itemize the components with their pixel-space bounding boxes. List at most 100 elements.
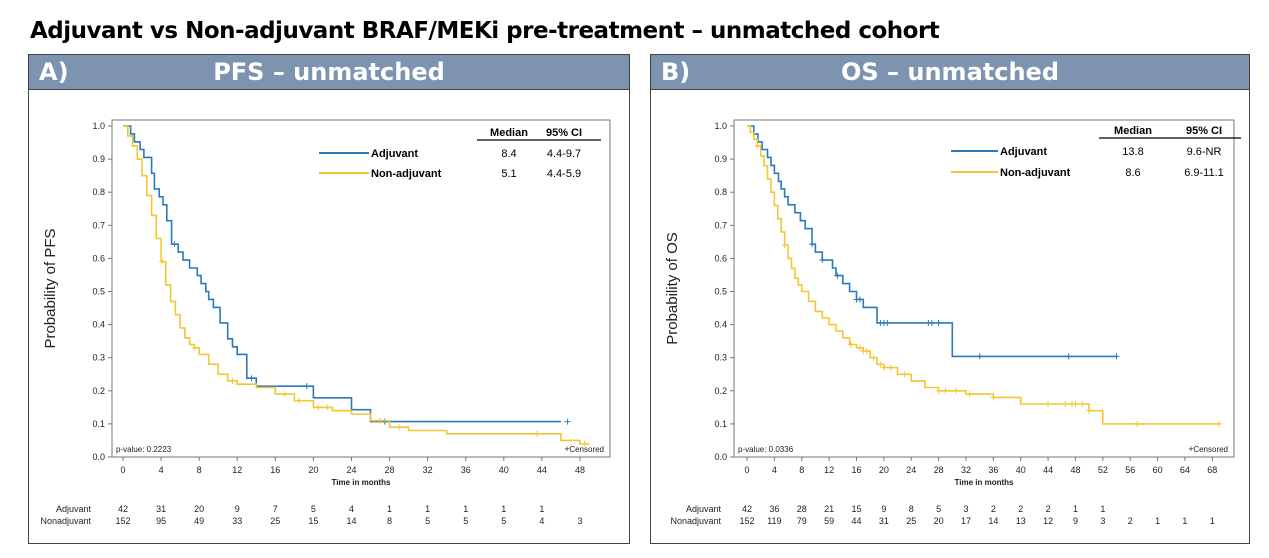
x-tick-label: 52	[1098, 465, 1108, 475]
panel-pfs: A) PFS – unmatched 0.0 0.1 0.2 0.3 0.4 0.5 0.6…	[28, 54, 630, 544]
risk-value: 3	[963, 504, 968, 514]
censor-mark	[848, 341, 855, 348]
y-tick-label: 0.1	[714, 419, 727, 429]
x-tick-label: 0	[120, 465, 125, 475]
y-tick-label: 0.9	[92, 154, 105, 164]
risk-value: 9	[1073, 516, 1078, 526]
legend-ci: 6.9-11.1	[1184, 167, 1224, 179]
risk-value: 42	[742, 504, 752, 514]
y-axis-title: Probability of PFS	[42, 228, 59, 348]
x-tick-label: 24	[906, 465, 916, 475]
censor-mark	[1134, 420, 1141, 427]
risk-value: 15	[851, 504, 861, 514]
censor-mark	[935, 387, 942, 394]
censor-mark	[159, 258, 166, 265]
x-tick-label: 60	[1153, 465, 1163, 475]
risk-value: 21	[824, 504, 834, 514]
censor-mark	[863, 348, 870, 355]
x-tick-label: 20	[879, 465, 889, 475]
risk-value: 8	[909, 504, 914, 514]
plot-frame	[733, 119, 1235, 458]
risk-value: 1	[1073, 504, 1078, 514]
km-curve-adjuvant	[747, 125, 1117, 358]
x-tick-label: 32	[423, 465, 433, 475]
legend-median: 8.6	[1125, 167, 1140, 179]
risk-row-label: Adjuvant	[56, 504, 92, 514]
censor-mark	[581, 440, 588, 447]
risk-value: 33	[232, 516, 242, 526]
censor-mark	[324, 404, 331, 411]
km-curve-adjuvant	[123, 125, 561, 423]
censor-mark	[935, 319, 942, 326]
risk-value: 1	[1100, 504, 1105, 514]
legend-ci: 4.4-9.7	[547, 148, 581, 160]
risk-value: 1	[1182, 516, 1187, 526]
censor-mark	[229, 377, 236, 384]
risk-value: 15	[308, 516, 318, 526]
censor-mark	[1079, 401, 1086, 408]
panel-letter: A)	[39, 58, 69, 86]
censored-label: Censored	[1193, 445, 1228, 454]
legend-header-median: Median	[1114, 125, 1152, 137]
risk-value: 17	[961, 516, 971, 526]
censor-mark	[928, 319, 935, 326]
panel-os: B) OS – unmatched 0.0 0.1 0.2 0.3 0.4 0.5 0.6 0…	[650, 54, 1250, 544]
x-tick-label: 28	[934, 465, 944, 475]
legend-name: Adjuvant	[1000, 146, 1047, 158]
censor-mark	[1216, 420, 1223, 427]
censor-mark	[1065, 353, 1072, 360]
censor-mark	[880, 364, 887, 371]
risk-value: 1	[1155, 516, 1160, 526]
x-tick-label: 40	[499, 465, 509, 475]
risk-value: 1	[425, 504, 430, 514]
risk-value: 5	[311, 504, 316, 514]
censored-symbol: +	[1188, 444, 1193, 454]
x-tick-label: 56	[1125, 465, 1135, 475]
censor-mark	[877, 361, 884, 368]
risk-value: 152	[739, 516, 754, 526]
x-tick-label: 4	[772, 465, 777, 475]
censor-mark	[377, 417, 384, 424]
panel-title: OS – unmatched	[840, 58, 1059, 86]
x-tick-label: 4	[159, 465, 164, 475]
risk-value: 152	[115, 516, 130, 526]
risk-value: 5	[463, 516, 468, 526]
x-tick-label: 32	[961, 465, 971, 475]
risk-value: 3	[577, 516, 582, 526]
censor-mark	[381, 418, 388, 425]
y-tick-label: 0.2	[714, 386, 727, 396]
risk-value: 2	[1128, 516, 1133, 526]
y-tick-label: 0.6	[714, 253, 727, 263]
x-tick-label: 24	[346, 465, 356, 475]
y-tick-label: 0.8	[714, 187, 727, 197]
censor-mark	[856, 344, 863, 351]
x-axis-title: Time in months	[332, 478, 392, 487]
y-tick-label: 0.8	[92, 187, 105, 197]
risk-value: 14	[988, 516, 998, 526]
censor-mark	[976, 353, 983, 360]
km-curve-non-adjuvant	[747, 125, 1220, 425]
risk-value: 20	[194, 504, 204, 514]
risk-value: 28	[797, 504, 807, 514]
risk-value: 42	[118, 504, 128, 514]
panel-letter: B)	[661, 58, 691, 86]
x-tick-label: 68	[1207, 465, 1217, 475]
censor-mark	[564, 418, 571, 425]
y-tick-label: 0.2	[92, 386, 105, 396]
censor-mark	[1113, 353, 1120, 360]
panel-header: A) PFS – unmatched	[29, 55, 629, 90]
y-tick-label: 0.4	[714, 320, 727, 330]
risk-value: 25	[906, 516, 916, 526]
x-tick-label: 0	[744, 465, 749, 475]
censor-mark	[171, 241, 178, 248]
risk-row-label: Adjuvant	[686, 504, 722, 514]
censor-mark	[887, 364, 894, 371]
risk-value: 36	[769, 504, 779, 514]
x-tick-label: 8	[799, 465, 804, 475]
x-tick-label: 16	[270, 465, 280, 475]
x-tick-label: 36	[461, 465, 471, 475]
y-axis-title: Probability of OS	[664, 232, 681, 345]
censor-mark	[1086, 407, 1093, 414]
x-tick-label: 20	[308, 465, 318, 475]
risk-value: 95	[156, 516, 166, 526]
